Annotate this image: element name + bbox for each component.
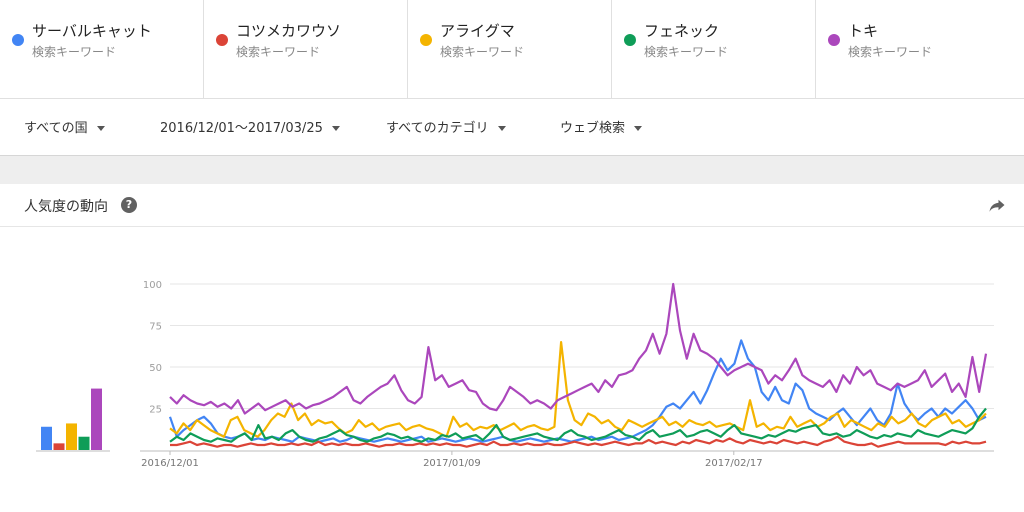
region-dropdown[interactable]: すべての国 (24, 117, 105, 136)
series-line (170, 435, 987, 448)
y-tick-label: 100 (143, 280, 162, 291)
category-label: すべてのカテゴリ (386, 121, 489, 136)
term-type-label: 検索キーワード (848, 45, 933, 59)
x-tick-label: 2017/02/17 (705, 458, 763, 469)
trend-chart: 100 75 50 25 2016/12/01 2017/01/09 2017/02/17 (36, 280, 994, 469)
dropdown-arrow-icon (497, 126, 506, 131)
term-card[interactable]: サーバルキャット 検索キーワード (0, 0, 204, 98)
average-bar (78, 436, 90, 450)
average-bar (41, 426, 52, 450)
y-tick-label: 50 (149, 363, 162, 374)
category-dropdown[interactable]: すべてのカテゴリ (386, 117, 506, 136)
term-name: アライグマ (440, 22, 515, 40)
term-card[interactable]: コツメカワウソ 検索キーワード (204, 0, 408, 98)
term-type-label: 検索キーワード (236, 45, 321, 59)
filter-bar: すべての国 2016/12/01～2017/03/25 すべてのカテゴリ ウェブ… (0, 99, 1024, 156)
average-bar (66, 423, 77, 450)
term-color-dot (624, 34, 636, 46)
dropdown-arrow-icon (634, 126, 643, 131)
series-line (169, 282, 988, 415)
term-type-label: 検索キーワード (644, 45, 729, 59)
y-tick-label: 75 (149, 322, 162, 333)
x-tick-label: 2016/12/01 (141, 458, 199, 469)
term-color-dot (216, 34, 228, 46)
term-type-label: 検索キーワード (440, 45, 525, 59)
date-range-label: 2016/12/01～2017/03/25 (160, 121, 323, 136)
term-card[interactable]: フェネック 検索キーワード (612, 0, 816, 98)
question-icon[interactable]: ? (121, 197, 137, 213)
share-icon[interactable] (987, 196, 1007, 214)
date-range-dropdown[interactable]: 2016/12/01～2017/03/25 (160, 117, 340, 136)
average-bar (91, 388, 102, 450)
search-terms-bar: サーバルキャット 検索キーワード コツメカワウソ 検索キーワード アライグマ 検… (0, 0, 1024, 99)
term-name: トキ (848, 22, 879, 40)
region-label: すべての国 (24, 121, 88, 136)
series-line (168, 339, 987, 443)
card-title: 人気度の動向 (24, 199, 108, 215)
term-color-dot (420, 34, 432, 46)
series-line (169, 407, 987, 443)
dropdown-arrow-icon (96, 126, 105, 131)
interest-over-time-card: 人気度の動向 ? 100 75 50 25 2016/12/01 2017/01/09 20… (0, 184, 1024, 512)
series-line (169, 340, 987, 438)
x-tick-label: 2017/01/09 (423, 458, 481, 469)
y-tick-label: 25 (149, 405, 162, 416)
dropdown-arrow-icon (331, 126, 340, 131)
term-name: サーバルキャット (32, 22, 152, 40)
average-bar (53, 443, 65, 450)
card-header: 人気度の動向 ? (0, 184, 1024, 227)
search-property-label: ウェブ検索 (560, 121, 626, 136)
search-property-dropdown[interactable]: ウェブ検索 (560, 117, 643, 136)
term-card[interactable]: アライグマ 検索キーワード (408, 0, 612, 98)
term-color-dot (12, 34, 24, 46)
term-name: コツメカワウソ (236, 22, 342, 40)
term-card[interactable]: トキ 検索キーワード (816, 0, 1024, 98)
term-name: フェネック (644, 22, 720, 40)
term-color-dot (828, 34, 840, 46)
term-type-label: 検索キーワード (32, 45, 117, 59)
